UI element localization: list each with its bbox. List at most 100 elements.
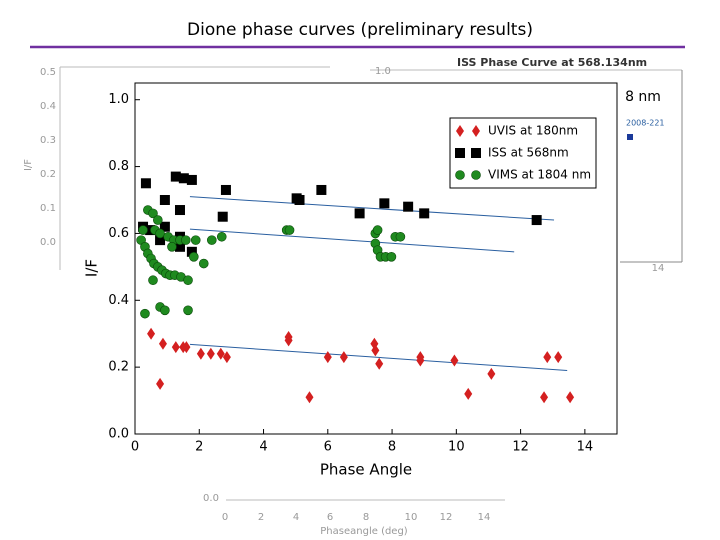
point <box>379 198 390 209</box>
point <box>419 208 430 219</box>
point <box>147 327 156 340</box>
point <box>386 252 397 262</box>
point <box>198 258 209 269</box>
point <box>148 275 158 286</box>
trend-line <box>189 343 568 371</box>
point <box>189 252 199 262</box>
bg-axis-label: 6 <box>327 512 333 523</box>
point <box>196 347 205 360</box>
trend-line <box>189 196 555 221</box>
bg-axis-label: 12 <box>440 512 453 523</box>
point <box>140 308 150 319</box>
bg-axis-label: 14 <box>478 512 491 523</box>
point <box>148 208 158 219</box>
legend-label: UVIS at 180nm <box>488 124 578 138</box>
legend-label: VIMS at 1804 nm <box>488 168 591 182</box>
y-tick-label: 1.0 <box>108 92 129 107</box>
point <box>158 337 167 350</box>
point <box>216 347 225 360</box>
point <box>220 184 231 195</box>
x-tick-label: 12 <box>512 440 529 455</box>
y-tick-label: 0.0 <box>108 427 129 442</box>
point <box>531 215 542 226</box>
bg-axis-title: I/F <box>23 159 34 171</box>
point <box>354 208 365 219</box>
point <box>216 231 227 242</box>
x-tick-label: 6 <box>324 440 332 455</box>
bg-axis-label: 0.2 <box>40 169 56 180</box>
inset-label: 1.0 <box>375 66 391 77</box>
annotation: 8 nm <box>625 89 661 105</box>
x-tick-label: 14 <box>577 440 594 455</box>
legend-marker <box>455 148 465 158</box>
legend-label: ISS at 568nm <box>488 146 569 160</box>
point <box>183 275 193 286</box>
inset-tick: 14 <box>652 263 665 274</box>
point <box>186 246 197 257</box>
point <box>416 354 425 367</box>
bg-axis-title: Phaseangle (deg) <box>320 526 408 537</box>
point <box>566 391 575 404</box>
legend-marker <box>456 125 464 137</box>
point <box>156 377 165 390</box>
y-tick-label: 0.2 <box>108 360 129 375</box>
point <box>375 357 384 370</box>
x-tick-label: 0 <box>131 440 139 455</box>
point <box>305 391 314 404</box>
point <box>540 391 549 404</box>
point <box>171 341 180 354</box>
point <box>222 351 231 364</box>
point <box>155 235 166 246</box>
point <box>180 235 191 245</box>
bg-axis-label: 4 <box>293 512 299 523</box>
bg-axis-label: 0.3 <box>40 135 56 146</box>
point <box>170 171 181 182</box>
bg-axis-label: 0.5 <box>40 67 56 78</box>
point <box>284 334 293 347</box>
point <box>160 305 170 316</box>
point <box>217 211 228 222</box>
point <box>316 184 327 195</box>
point <box>403 201 414 212</box>
point <box>543 351 552 364</box>
y-axis-title: I/F <box>83 259 101 277</box>
x-tick-label: 8 <box>388 440 396 455</box>
legend-marker <box>471 170 481 180</box>
x-axis-title: Phase Angle <box>320 461 412 479</box>
trend-line <box>189 228 515 253</box>
point <box>294 195 305 205</box>
point <box>167 242 177 252</box>
point <box>339 351 348 364</box>
bg-axis-label: 2 <box>258 512 264 523</box>
inset-legend: 2008-221 <box>626 119 665 128</box>
inset-title: ISS Phase Curve at 568.134nm <box>457 56 647 69</box>
point <box>182 341 191 354</box>
point <box>206 235 217 245</box>
y-tick-label: 0.6 <box>108 226 129 241</box>
point <box>159 221 170 232</box>
bg-axis-label: 8 <box>363 512 369 523</box>
bg-axis-label: 0.0 <box>40 237 56 248</box>
point <box>183 305 193 316</box>
legend-marker <box>455 170 465 180</box>
bg-axis-label: 10 <box>405 512 418 523</box>
point <box>186 174 197 185</box>
point <box>371 344 380 357</box>
point <box>155 228 165 239</box>
point <box>153 215 163 225</box>
x-tick-label: 10 <box>448 440 465 455</box>
bg-axis-label: 0.1 <box>40 203 56 214</box>
point <box>206 347 215 360</box>
point <box>450 354 459 367</box>
point <box>138 225 148 235</box>
point <box>174 241 185 252</box>
bg-axis-label: 0 <box>222 512 228 523</box>
point <box>140 178 151 189</box>
inset-marker <box>627 134 633 140</box>
point <box>178 173 189 184</box>
point <box>554 351 563 364</box>
legend-marker <box>471 148 481 158</box>
y-tick-label: 0.4 <box>108 293 129 308</box>
